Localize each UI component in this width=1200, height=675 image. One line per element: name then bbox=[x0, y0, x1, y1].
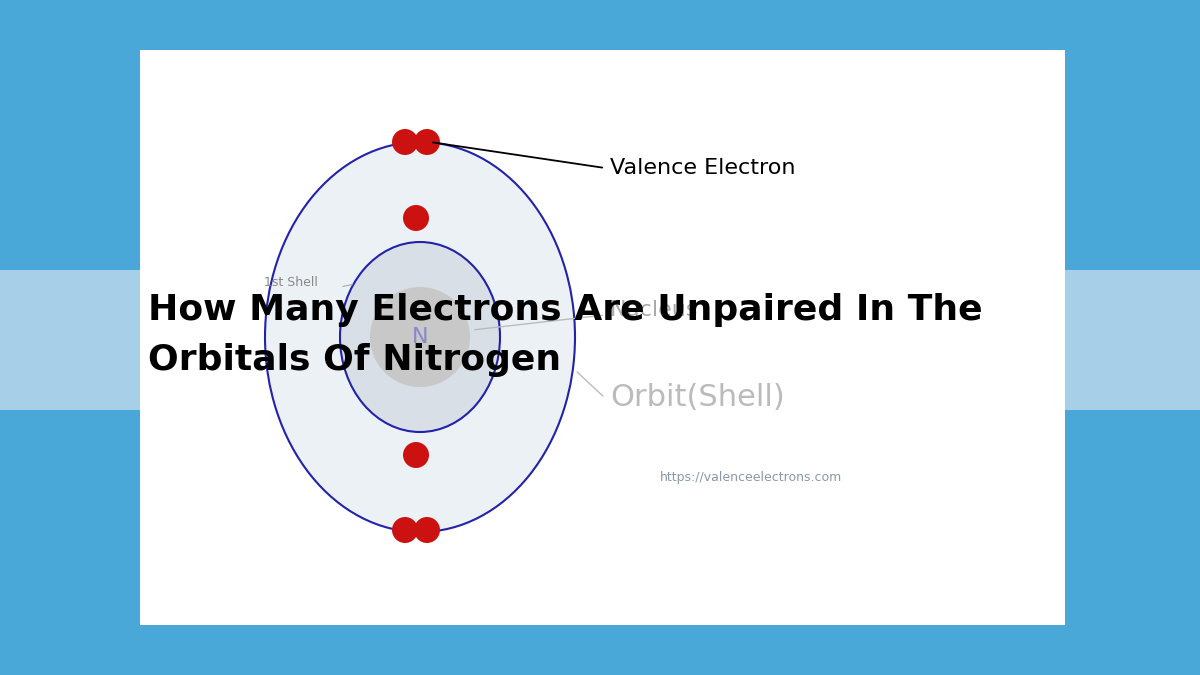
Text: Nucleus: Nucleus bbox=[610, 300, 698, 320]
Circle shape bbox=[403, 205, 430, 231]
Bar bbox=[140, 50, 1066, 625]
Text: How Many Electrons Are Unpaired In The
Orbitals Of Nitrogen: How Many Electrons Are Unpaired In The O… bbox=[148, 293, 983, 377]
Text: https://valenceelectrons.com: https://valenceelectrons.com bbox=[660, 472, 842, 485]
Ellipse shape bbox=[340, 242, 500, 432]
Text: N: N bbox=[412, 327, 428, 347]
Text: Valence Electron: Valence Electron bbox=[610, 158, 796, 178]
Circle shape bbox=[392, 129, 418, 155]
Bar bbox=[0, 270, 1200, 410]
Text: Orbit(Shell): Orbit(Shell) bbox=[610, 383, 785, 412]
Circle shape bbox=[414, 129, 440, 155]
Circle shape bbox=[414, 517, 440, 543]
Text: 1st Shell: 1st Shell bbox=[264, 277, 318, 290]
Ellipse shape bbox=[265, 142, 575, 532]
Circle shape bbox=[370, 287, 470, 387]
Circle shape bbox=[392, 517, 418, 543]
Circle shape bbox=[403, 442, 430, 468]
